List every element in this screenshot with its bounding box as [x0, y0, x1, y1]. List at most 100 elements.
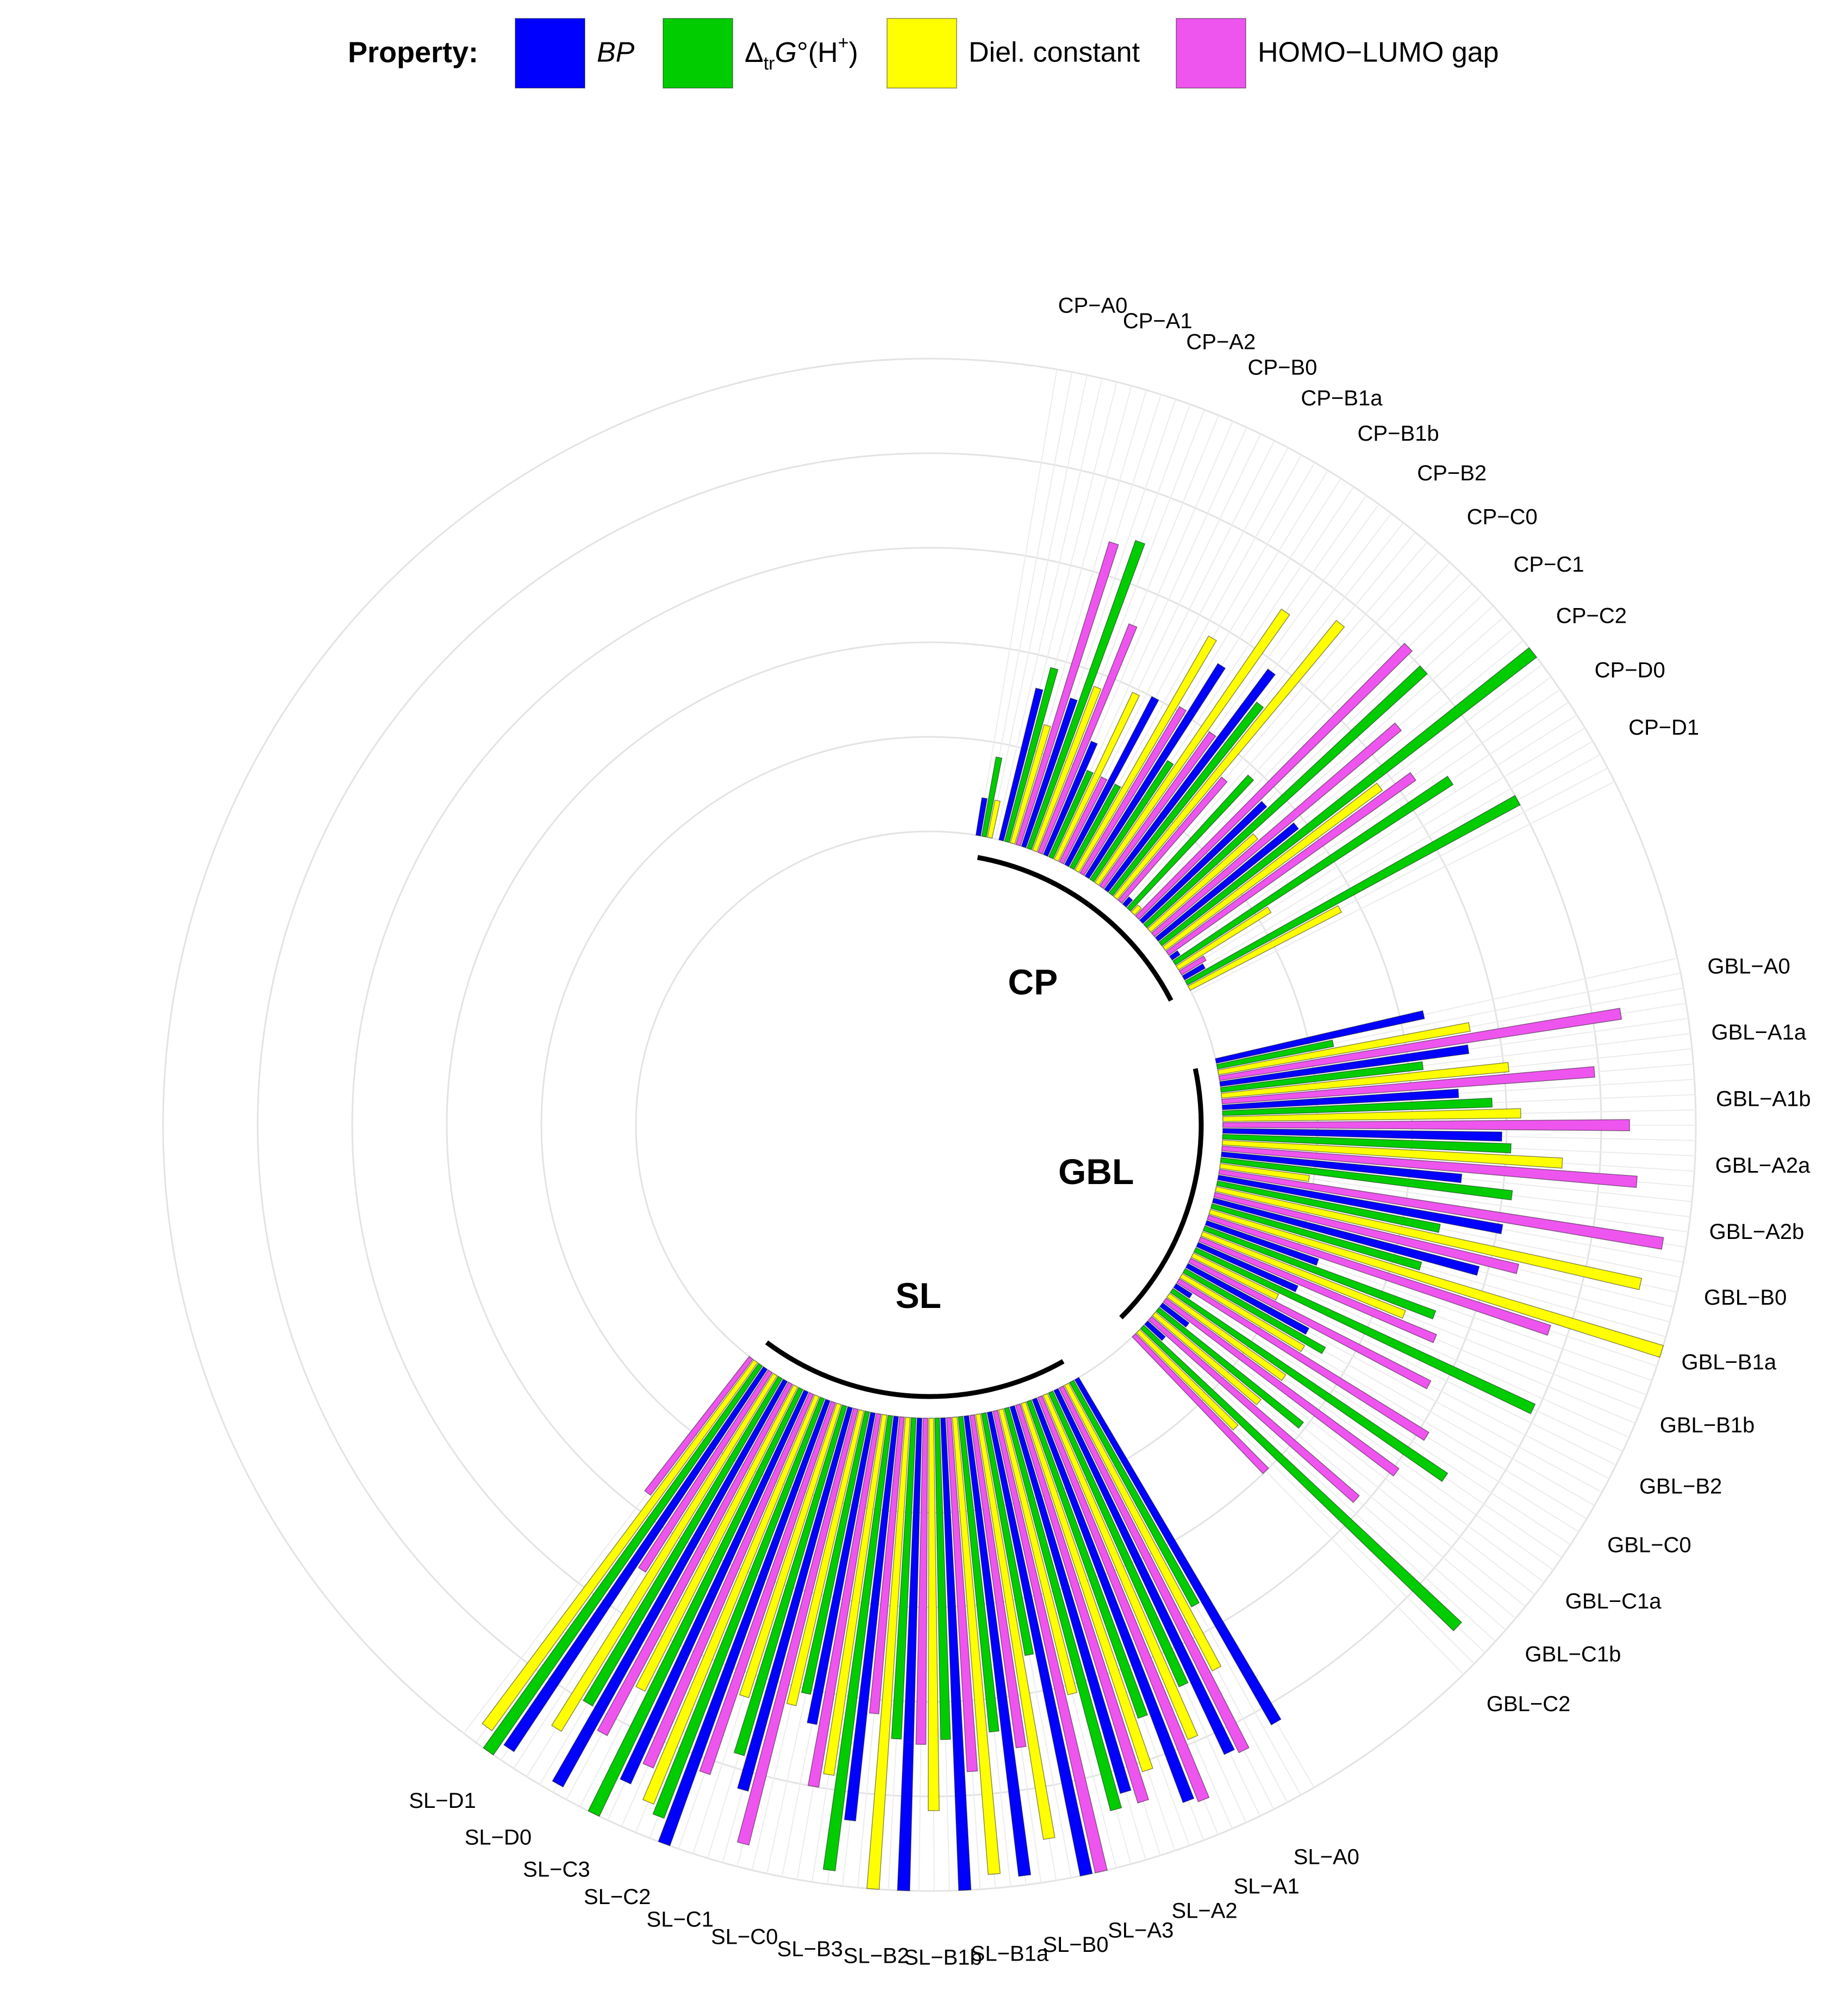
bar-gbl-a1b-hl	[1222, 1119, 1630, 1131]
bar-gbl-a0-bp	[1215, 1010, 1425, 1064]
bar-sl-a0-de	[1064, 1382, 1222, 1671]
category-label-cp-a0: CP−A0	[1058, 293, 1128, 317]
bar-cp-c0-hl	[1135, 642, 1413, 920]
category-label-sl-c0: SL−C0	[711, 1925, 778, 1949]
bar-sl-a1-de	[1042, 1393, 1198, 1740]
bar-sl-b0-dg	[981, 1412, 1034, 1656]
bar-gbl-b0-dg	[1216, 1180, 1441, 1233]
legend-label-bp: BP	[597, 37, 635, 68]
bar-cp-a1-bp	[998, 687, 1044, 842]
bar-sl-b0-de	[975, 1413, 1056, 1840]
bar-sl-d0-de	[551, 1373, 778, 1732]
bar-gbl-c1b-de	[1152, 1311, 1262, 1406]
bar-sl-a3-hl	[992, 1410, 1108, 1874]
bar-cp-a0-bp	[975, 797, 988, 837]
bar-gbl-a2b-hl	[1218, 1169, 1664, 1250]
bar-sl-b0-hl	[969, 1414, 1027, 1749]
bar-sl-c2-hl	[642, 1392, 815, 1769]
bar-cp-c1-dg	[1143, 665, 1428, 929]
bar-sl-b3-dg	[822, 1414, 894, 1871]
bar-sl-c3-bp	[620, 1389, 809, 1785]
bar-sl-c0-hl	[736, 1407, 859, 1846]
bar-sl-c0-dg	[801, 1410, 870, 1695]
category-label-sl-a1: SL−A1	[1234, 1875, 1300, 1899]
category-label-gbl-b2: GBL−B2	[1639, 1474, 1722, 1498]
category-label-gbl-a2b: GBL−A2b	[1709, 1220, 1805, 1244]
category-label-cp-d1: CP−D1	[1628, 716, 1699, 740]
category-label-gbl-a2a: GBL−A2a	[1715, 1154, 1810, 1178]
category-label-sl-d0: SL−D0	[465, 1826, 532, 1850]
bar-sl-b3-de	[823, 1414, 888, 1776]
bar-sl-a0-bp	[1074, 1376, 1282, 1726]
grid-spoke	[1160, 1304, 1535, 1595]
group-label-gbl: GBL	[1058, 1151, 1134, 1192]
bar-gbl-a1b-de	[1222, 1108, 1521, 1122]
bar-cp-a2-bp	[1021, 697, 1078, 848]
bar-gbl-b1a-de	[1208, 1209, 1664, 1358]
category-label-sl-a3: SL−A3	[1108, 1919, 1173, 1943]
bar-gbl-a0-de	[1217, 1022, 1471, 1075]
category-label-gbl-a0: GBL−A0	[1707, 955, 1790, 979]
category-label-sl-b0: SL−B0	[1042, 1933, 1108, 1957]
bar-cp-c2-hl	[1165, 772, 1417, 956]
bar-cp-c1-bp	[1139, 800, 1268, 924]
bar-cp-a0-dg	[981, 756, 1003, 838]
category-label-cp-b1b: CP−B1b	[1358, 422, 1439, 446]
bar-sl-c3-hl	[597, 1381, 794, 1737]
legend-key-hl	[1176, 18, 1246, 89]
bar-gbl-a1b-dg	[1222, 1098, 1493, 1116]
category-label-gbl-b0: GBL−B0	[1704, 1286, 1787, 1310]
bar-gbl-c1a-hl	[1163, 1297, 1400, 1477]
bar-sl-b1a-dg	[958, 1416, 1000, 1733]
category-label-cp-b1a: CP−B1a	[1301, 386, 1383, 410]
category-label-sl-d1: SL−D1	[409, 1789, 476, 1813]
bar-gbl-b2-hl	[1188, 1257, 1432, 1389]
bar-sl-a3-dg	[1003, 1406, 1122, 1812]
bar-sl-c1-bp	[736, 1406, 853, 1792]
bar-sl-b1a-hl	[946, 1417, 978, 1773]
category-label-cp-c2: CP−C2	[1556, 604, 1627, 628]
bar-sl-a3-bp	[1009, 1405, 1132, 1794]
category-label-sl-b1a: SL−B1a	[971, 1942, 1049, 1965]
bar-cp-b1b-hl	[1099, 731, 1216, 890]
bar-sl-b0-bp	[987, 1411, 1093, 1877]
bar-gbl-a0-hl	[1218, 1007, 1622, 1081]
grid-spoke	[1180, 727, 1585, 974]
legend-label-de: Diel. constant	[969, 37, 1140, 68]
bar-gbl-c1a-de	[1166, 1293, 1287, 1381]
bar-cp-c2-bp	[1154, 822, 1300, 942]
grid-spoke	[1191, 781, 1615, 994]
bar-sl-b1b-dg	[934, 1417, 951, 1740]
bar-cp-b1b-dg	[1089, 760, 1174, 882]
bar-cp-b2-de	[1113, 619, 1345, 900]
bar-cp-b0-hl	[1059, 776, 1108, 865]
bar-cp-a1-dg	[1004, 667, 1059, 843]
bar-cp-a2-dg	[1026, 540, 1146, 850]
bar-cp-d0-dg	[1172, 775, 1454, 966]
bar-sl-c2-dg	[652, 1397, 825, 1819]
grid-spoke	[1170, 688, 1560, 959]
bar-sl-a1-dg	[1048, 1390, 1189, 1688]
category-label-sl-c3: SL−C3	[523, 1858, 590, 1882]
bar-gbl-c1a-bp	[1173, 1283, 1193, 1299]
group-arc-gbl	[1119, 1068, 1204, 1319]
bar-cp-a1-de	[1009, 724, 1051, 845]
bar-sl-b2-bp	[897, 1417, 922, 1892]
bar-sl-c0-de	[786, 1409, 865, 1706]
bar-gbl-b2-bp	[1196, 1242, 1299, 1293]
grid-spoke	[1124, 552, 1439, 906]
bar-cp-c1-hl	[1151, 722, 1402, 937]
bar-cp-b0-de	[1053, 692, 1140, 862]
bar-gbl-c1b-hl	[1148, 1316, 1360, 1504]
bar-sl-b2-de	[866, 1417, 911, 1890]
legend-label-hl: HOMO−LUMO gap	[1258, 37, 1499, 68]
bar-gbl-c0-de	[1179, 1273, 1306, 1353]
bar-sl-b3-bp	[844, 1416, 899, 1821]
bar-gbl-c0-bp	[1185, 1263, 1310, 1335]
category-label-cp-b2: CP−B2	[1417, 461, 1487, 485]
bar-gbl-a0-dg	[1216, 1040, 1334, 1070]
grid-spoke	[977, 369, 1058, 836]
bar-sl-c0-bp	[807, 1412, 876, 1725]
bar-sl-b2-hl	[869, 1416, 905, 1714]
